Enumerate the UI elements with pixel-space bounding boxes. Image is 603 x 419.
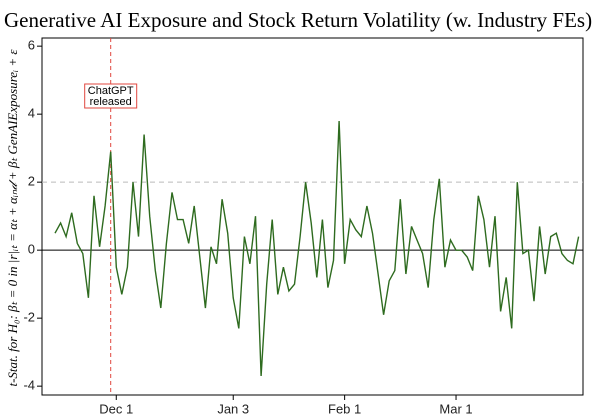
y-tick-label: -2 [23, 310, 35, 325]
annotation-text: ChatGPT [88, 85, 134, 97]
annotation-box [84, 83, 138, 109]
x-tick-label: Mar 1 [439, 401, 472, 416]
y-tick-label: 4 [28, 106, 35, 121]
chart-title: Generative AI Exposure and Stock Return … [4, 8, 592, 32]
y-tick-label: 0 [28, 242, 35, 257]
x-tick-label: Dec 1 [99, 401, 133, 416]
x-tick-label: Jan 3 [217, 401, 249, 416]
x-tick-label: Feb 1 [328, 401, 361, 416]
plot-frame [41, 37, 584, 396]
y-tick-label: 6 [28, 38, 35, 53]
y-tick-label: -4 [23, 378, 35, 393]
data-line [54, 120, 580, 377]
y-axis-label: t-Stat. for H₀: βₜ = 0 in |r|ᵢₜ = αₜ + α… [5, 49, 20, 387]
y-tick-label: 2 [28, 174, 35, 189]
annotation-text: released [90, 96, 132, 108]
